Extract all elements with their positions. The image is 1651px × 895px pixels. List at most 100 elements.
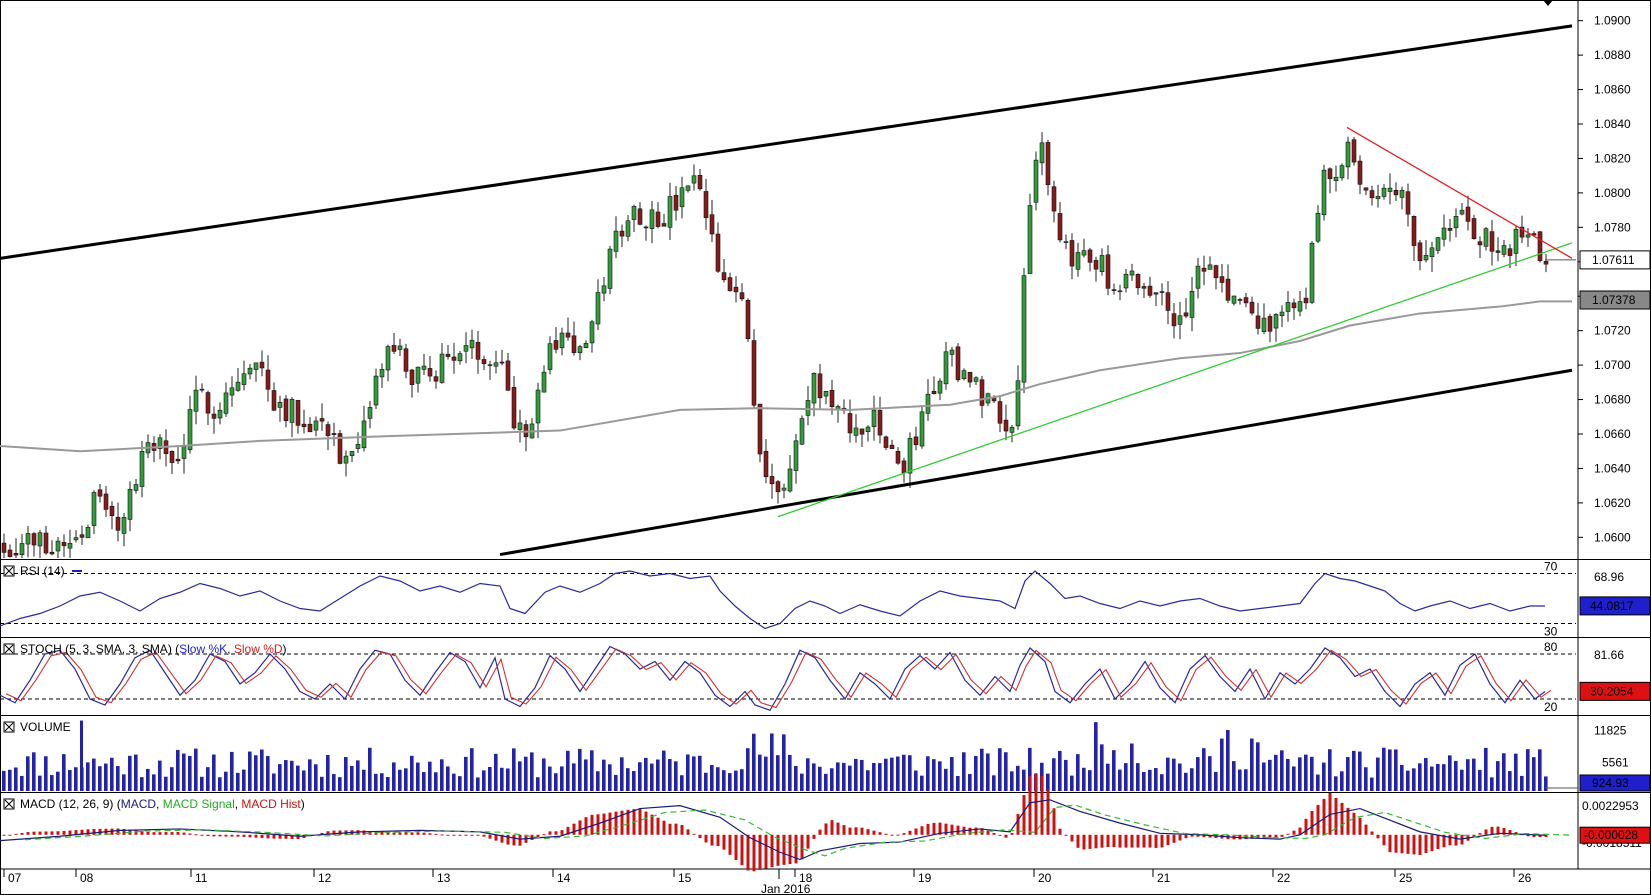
volume-bar[interactable] [1112,750,1116,791]
candle[interactable] [91,490,97,534]
volume-bar[interactable] [500,767,504,791]
candle[interactable] [1003,404,1009,441]
volume-bar[interactable] [440,759,444,791]
volume-bar[interactable] [1466,759,1470,791]
volume-bar[interactable] [506,768,510,791]
macd-hist-bar[interactable] [584,817,588,835]
volume-bar[interactable] [722,770,726,791]
candle[interactable] [1477,236,1483,259]
volume-bar[interactable] [212,754,216,791]
macd-hist-bar[interactable] [662,820,666,835]
candle[interactable] [727,272,733,292]
candle[interactable] [565,317,571,341]
candle[interactable] [79,525,85,546]
candle[interactable] [865,425,871,442]
candle[interactable] [877,396,883,444]
candle[interactable] [823,390,829,405]
volume-bar[interactable] [68,769,72,791]
macd-hist-bar[interactable] [1184,834,1188,839]
volume-bar[interactable] [668,759,672,791]
macd-hist-bar[interactable] [710,834,714,846]
volume-bar[interactable] [74,767,78,791]
volume-bar[interactable] [986,753,990,791]
volume-bar[interactable] [188,755,192,791]
volume-bar[interactable] [920,775,924,791]
macd-hist-bar[interactable] [1454,834,1458,846]
candle[interactable] [1243,292,1249,308]
macd-hist-bar[interactable] [1526,834,1530,837]
volume-bar[interactable] [824,773,828,791]
volume-bar[interactable] [470,748,474,791]
volume-bar[interactable] [362,769,366,791]
candle[interactable] [1189,277,1195,332]
candle[interactable] [49,540,55,556]
macd-hist-bar[interactable] [572,823,576,835]
volume-bar[interactable] [674,761,678,791]
volume-bar[interactable] [1328,749,1332,791]
macd-hist-bar[interactable] [242,834,246,837]
macd-hist-bar[interactable] [680,825,684,835]
candle[interactable] [685,185,691,193]
macd-hist-bar[interactable] [1046,789,1050,835]
macd-hist-bar[interactable] [434,833,438,835]
volume-bar[interactable] [50,775,54,791]
candle[interactable] [1495,237,1501,262]
volume-bar[interactable] [896,756,900,791]
macd-hist-bar[interactable] [1052,808,1056,835]
volume-bar[interactable] [716,767,720,791]
macd-hist-bar[interactable] [536,834,540,838]
volume-bar[interactable] [404,768,408,791]
volume-bar[interactable] [1136,763,1140,791]
volume-bar[interactable] [1256,742,1260,791]
macd-hist-bar[interactable] [608,812,612,835]
candle[interactable] [1039,132,1045,176]
volume-bar[interactable] [860,759,864,791]
macd-hist-bar[interactable] [776,834,780,866]
volume-bar[interactable] [602,759,606,791]
macd-hist-bar[interactable] [1412,834,1416,855]
macd-hist-bar[interactable] [1298,827,1302,835]
volume-bar[interactable] [1544,776,1548,791]
macd-hist-bar[interactable] [1442,834,1446,848]
volume-bar[interactable] [1496,761,1500,791]
volume-bar[interactable] [170,767,174,791]
candle[interactable] [613,216,619,259]
volume-bar[interactable] [662,750,666,791]
candle[interactable] [1129,263,1135,281]
volume-bar[interactable] [680,775,684,791]
macd-hist-bar[interactable] [1274,834,1278,838]
candle[interactable] [1147,276,1153,298]
volume-bar[interactable] [194,748,198,791]
candle[interactable] [379,363,385,388]
candle[interactable] [1291,298,1297,320]
candle[interactable] [679,176,685,219]
macd-hist-bar[interactable] [512,834,516,846]
volume-bar[interactable] [764,756,768,791]
volume-bar[interactable] [200,776,204,791]
rsi-line[interactable] [0,570,1545,630]
macd-hist-bar[interactable] [1334,797,1338,835]
candle[interactable] [1231,295,1237,306]
candle[interactable] [931,376,937,395]
volume-bar[interactable] [1358,751,1362,791]
candle[interactable] [883,435,889,451]
candle[interactable] [385,344,391,382]
candle[interactable] [1525,228,1531,247]
macd-hist-bar[interactable] [818,829,822,835]
candle[interactable] [1267,313,1273,343]
volume-bar[interactable] [908,755,912,791]
volume-bar[interactable] [1190,768,1194,791]
candle[interactable] [499,349,505,366]
macd-hist-bar[interactable] [1484,829,1488,835]
candle[interactable] [415,366,421,393]
macd-hist-bar[interactable] [1196,834,1200,837]
candle[interactable] [1009,425,1015,443]
volume-bar[interactable] [278,764,282,791]
volume-bar[interactable] [608,764,612,791]
macd-hist-bar[interactable] [428,833,432,835]
candle[interactable] [139,440,145,498]
volume-bar[interactable] [848,765,852,791]
candle[interactable] [391,332,397,355]
candle[interactable] [1285,291,1291,322]
volume-bar[interactable] [1124,763,1128,791]
